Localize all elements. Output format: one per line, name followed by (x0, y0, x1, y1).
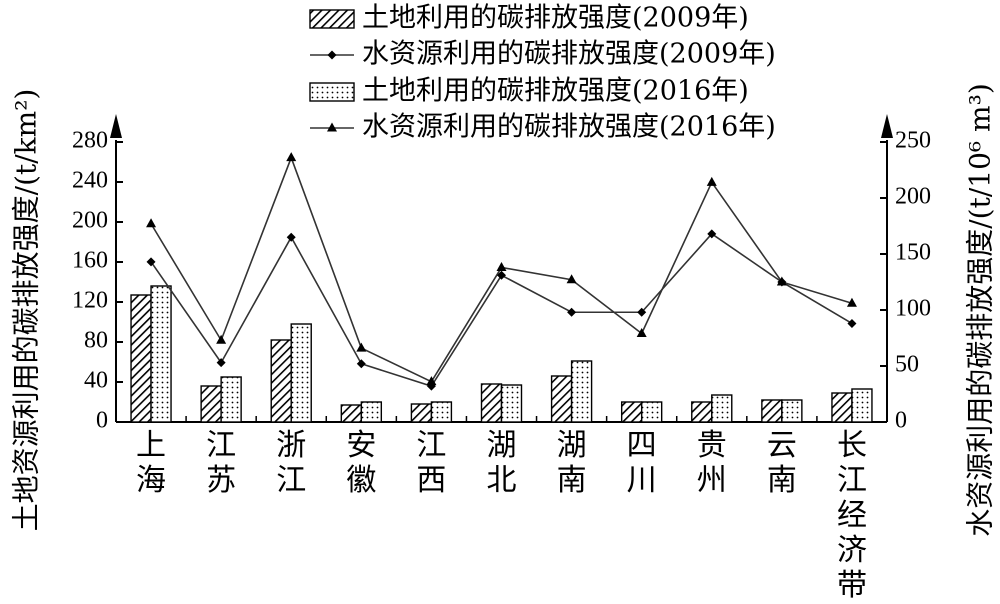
left-tick-label: 80 (84, 328, 108, 354)
bar-2016-1 (220, 376, 242, 423)
category-label-4: 江西 (416, 428, 446, 498)
bar-2009-9 (761, 399, 783, 423)
right-axis-arrow (881, 114, 893, 138)
marker-diamond-5 (497, 270, 506, 280)
legend-label-3: 水资源利用的碳排放强度(2016年) (362, 112, 776, 143)
category-label-5: 湖北 (487, 428, 517, 498)
marker-diamond-10 (847, 318, 857, 328)
legend-swatch-dots (309, 82, 355, 102)
series-markers (146, 152, 857, 391)
left-tick-label: 200 (72, 208, 108, 234)
bar-2016-7 (640, 401, 663, 423)
left-tick-label: 280 (72, 128, 108, 154)
marker-triangle-8 (706, 176, 717, 186)
bars (130, 285, 873, 423)
y-axis-left-label: 土地资源利用的碳排放强度/(t/km²) (10, 89, 43, 532)
bar-2009-7 (620, 401, 643, 423)
bar-2009-4 (410, 403, 433, 423)
legend-label-2: 土地利用的碳排放强度(2016年) (362, 76, 749, 107)
bar-2016-5 (500, 384, 523, 423)
line-diamond (150, 232, 853, 388)
bar-2016-10 (851, 388, 873, 423)
left-ticks: 0 40 80 120 160 200 240 280 (72, 128, 123, 434)
left-axis-arrow (110, 114, 122, 138)
bar-2016-9 (781, 399, 803, 423)
left-tick-label: 0 (96, 408, 108, 434)
category-label-8: 贵州 (697, 428, 727, 498)
bar-2016-4 (430, 401, 453, 423)
legend-swatch-hatch (309, 9, 355, 29)
right-tick-label: 150 (895, 240, 931, 266)
bar-2016-3 (360, 401, 383, 423)
marker-triangle-9 (776, 276, 787, 286)
marker-triangle-1 (216, 334, 227, 344)
right-tick-label: 50 (895, 352, 919, 378)
marker-triangle-5 (496, 261, 507, 271)
legend-marker-diamond (327, 50, 337, 60)
marker-diamond-8 (707, 229, 717, 239)
marker-diamond-1 (216, 358, 226, 368)
bar-2009-6 (550, 375, 573, 423)
bar-2009-0 (130, 294, 152, 423)
marker-diamond-0 (146, 257, 156, 267)
right-tick-label: 100 (895, 296, 931, 322)
marker-diamond-6 (567, 307, 577, 317)
legend: 土地利用的碳排放强度(2009年) 水资源利用的碳排放强度(2009年) 土地利用的… (309, 3, 776, 143)
category-label-1: 江苏 (206, 428, 236, 498)
marker-triangle-10 (846, 297, 857, 307)
right-tick-label: 200 (895, 184, 931, 210)
category-label-7: 四川 (627, 428, 657, 498)
legend-label-0: 土地利用的碳排放强度(2009年) (362, 3, 749, 34)
bar-2009-5 (480, 383, 503, 423)
right-tick-label: 0 (895, 408, 907, 434)
category-label-2: 浙江 (276, 428, 306, 498)
category-label-10: 长江经济带 (837, 428, 867, 603)
category-label-0: 上海 (136, 428, 166, 498)
right-tick-label: 250 (895, 128, 931, 154)
left-tick-label: 40 (84, 368, 108, 394)
bar-2016-8 (711, 394, 733, 423)
bar-2016-0 (150, 285, 172, 423)
legend-label-1: 水资源利用的碳排放强度(2009年) (362, 39, 776, 70)
category-label-9: 云南 (767, 428, 797, 498)
marker-triangle-2 (286, 152, 297, 162)
marker-diamond-7 (637, 307, 647, 317)
marker-diamond-2 (286, 232, 296, 242)
bar-2009-1 (200, 385, 222, 423)
bar-2016-2 (290, 323, 312, 423)
left-tick-label: 240 (72, 168, 108, 194)
y-axis-right-label: 水资源利用的碳排放强度/(t/10⁶ m³) (964, 83, 997, 537)
marker-triangle-6 (566, 274, 577, 284)
legend-marker-triangle (327, 122, 337, 132)
marker-triangle-4 (426, 376, 437, 386)
bar-2016-6 (570, 360, 593, 423)
category-label-6: 湖南 (557, 428, 587, 498)
marker-triangle-7 (636, 328, 647, 338)
bar-2009-8 (691, 401, 713, 423)
right-ticks: 0 50 100 150 200 250 (880, 128, 931, 434)
left-tick-label: 160 (72, 248, 108, 274)
marker-diamond-3 (356, 359, 366, 369)
marker-triangle-0 (146, 218, 157, 228)
left-tick-label: 120 (72, 288, 108, 314)
bar-2009-10 (831, 392, 853, 423)
bar-2009-3 (340, 404, 363, 423)
category-label-3: 安徽 (346, 428, 376, 498)
marker-triangle-3 (356, 342, 367, 352)
bar-2009-2 (270, 339, 292, 423)
